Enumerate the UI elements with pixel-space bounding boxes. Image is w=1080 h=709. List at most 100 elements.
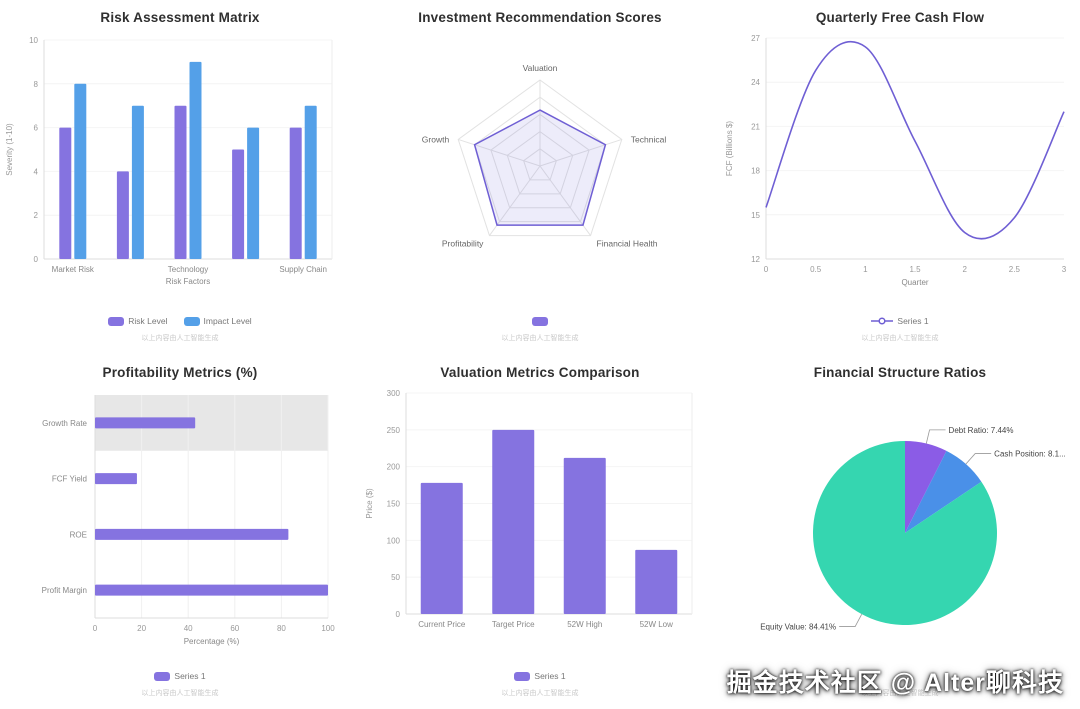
free-cash-flow-legend: Series 1 <box>871 313 929 329</box>
svg-text:1.5: 1.5 <box>909 265 921 274</box>
svg-text:6: 6 <box>34 124 39 133</box>
legend-item[interactable]: Series 1 <box>154 671 206 681</box>
chart-cell-profitability-metrics: Profitability Metrics (%) 0 20 40 60 80 100 Gr… <box>0 355 360 709</box>
svg-text:Quarter: Quarter <box>901 278 928 287</box>
valuation-metrics-legend: Series 1 <box>514 668 566 684</box>
svg-text:50: 50 <box>391 573 400 582</box>
svg-text:0: 0 <box>764 265 769 274</box>
svg-text:4: 4 <box>34 167 39 176</box>
svg-text:80: 80 <box>277 624 286 633</box>
svg-text:52W Low: 52W Low <box>640 620 674 629</box>
svg-text:8: 8 <box>34 80 39 89</box>
svg-text:100: 100 <box>387 536 401 545</box>
legend-swatch <box>532 316 548 326</box>
svg-text:Technology: Technology <box>168 265 208 274</box>
chart-title-financial-structure: Financial Structure Ratios <box>813 365 987 380</box>
svg-text:0: 0 <box>396 610 401 619</box>
chart-cell-financial-structure: Financial Structure Ratios Debt Ratio: 7… <box>720 355 1080 709</box>
svg-text:Target Price: Target Price <box>492 620 535 629</box>
svg-text:ROE: ROE <box>70 530 87 539</box>
svg-text:Risk Factors: Risk Factors <box>166 277 210 286</box>
legend-item[interactable]: Impact Level <box>183 316 252 326</box>
svg-text:0: 0 <box>34 255 39 264</box>
svg-text:Severity (1-10): Severity (1-10) <box>5 123 14 176</box>
ai-caption: 以上内容由人工智能生成 <box>501 335 579 342</box>
svg-text:Market Risk: Market Risk <box>52 265 95 274</box>
svg-text:Current Price: Current Price <box>418 620 466 629</box>
investment-scores-radar-chart[interactable]: Valuation Technical Financial Health Profit… <box>360 28 720 313</box>
valuation-metrics-chart[interactable]: 0 50 100 150 200 250 300 Current Price Target Pr… <box>360 383 720 668</box>
watermark: 掘金技术社区 @ Alter聊科技 <box>726 669 1064 697</box>
svg-text:60: 60 <box>230 624 239 633</box>
legend-swatch <box>108 316 125 326</box>
legend-item[interactable]: Series 1 <box>871 316 929 326</box>
legend-label: Risk Level <box>128 316 168 326</box>
chart-cell-investment-scores: Investment Recommendation Scores Valuati… <box>360 0 720 355</box>
svg-text:20: 20 <box>137 624 146 633</box>
svg-text:Debt Ratio: 7.44%: Debt Ratio: 7.44% <box>949 426 1014 435</box>
investment-scores-legend <box>532 313 548 329</box>
svg-text:Technical: Technical <box>631 134 667 144</box>
chart-title-valuation-metrics: Valuation Metrics Comparison <box>440 365 640 380</box>
svg-text:Profit Margin: Profit Margin <box>42 586 87 595</box>
svg-text:18: 18 <box>751 167 760 176</box>
svg-text:Growth: Growth <box>422 134 450 144</box>
legend-item[interactable] <box>532 316 548 326</box>
chart-cell-valuation-metrics: Valuation Metrics Comparison 0 50 100 150 20… <box>360 355 720 709</box>
ai-caption: 以上内容由人工智能生成 <box>861 690 939 697</box>
svg-text:40: 40 <box>184 624 193 633</box>
svg-text:200: 200 <box>387 463 401 472</box>
svg-text:52W High: 52W High <box>567 620 602 629</box>
svg-text:150: 150 <box>387 500 401 509</box>
profitability-metrics-legend: Series 1 <box>154 668 206 684</box>
financial-structure-pie-chart[interactable]: Debt Ratio: 7.44% Cash Position: 8.1... Eq… <box>720 383 1080 668</box>
svg-text:FCF Yield: FCF Yield <box>52 475 87 484</box>
svg-text:Cash Position: 8.1...: Cash Position: 8.1... <box>994 450 1066 459</box>
svg-text:Profitability: Profitability <box>442 239 484 249</box>
legend-item[interactable]: Risk Level <box>108 316 168 326</box>
svg-text:FCF (Billions $): FCF (Billions $) <box>725 121 734 176</box>
svg-text:Percentage (%): Percentage (%) <box>184 637 240 646</box>
ai-caption: 以上内容由人工智能生成 <box>141 335 219 342</box>
legend-label: Impact Level <box>203 316 252 326</box>
svg-text:0.5: 0.5 <box>810 265 822 274</box>
svg-text:Financial Health: Financial Health <box>597 239 658 249</box>
chart-title-investment-scores: Investment Recommendation Scores <box>418 10 662 25</box>
svg-text:Supply Chain: Supply Chain <box>279 265 327 274</box>
risk-assessment-legend: Risk Level Impact Level <box>108 313 252 329</box>
ai-caption: 以上内容由人工智能生成 <box>141 690 219 697</box>
ai-caption: 以上内容由人工智能生成 <box>501 690 579 697</box>
svg-text:10: 10 <box>29 36 38 45</box>
svg-text:2: 2 <box>962 265 967 274</box>
legend-line-marker <box>871 317 894 325</box>
svg-text:2: 2 <box>34 211 39 220</box>
risk-assessment-chart[interactable]: 0 2 4 6 8 10 Market Risk Technology Supply Chain… <box>0 28 360 313</box>
legend-swatch <box>183 316 200 326</box>
legend-label: Series 1 <box>174 671 206 681</box>
legend-swatch <box>514 671 531 681</box>
profitability-metrics-chart[interactable]: 0 20 40 60 80 100 Growth Rate FCF Yield ROE Profi… <box>0 383 360 668</box>
svg-text:1: 1 <box>863 265 868 274</box>
svg-text:Valuation: Valuation <box>523 63 558 73</box>
svg-text:0: 0 <box>93 624 98 633</box>
svg-text:21: 21 <box>751 122 760 131</box>
chart-cell-free-cash-flow: Quarterly Free Cash Flow 12 15 18 21 24 27 0 0.… <box>720 0 1080 355</box>
legend-label: Series 1 <box>897 316 929 326</box>
legend-item[interactable]: Series 1 <box>514 671 566 681</box>
svg-text:3: 3 <box>1062 265 1067 274</box>
svg-text:Growth Rate: Growth Rate <box>42 419 87 428</box>
svg-text:12: 12 <box>751 255 760 264</box>
legend-label: Series 1 <box>534 671 566 681</box>
legend-swatch <box>154 671 171 681</box>
svg-text:300: 300 <box>387 389 401 398</box>
svg-text:15: 15 <box>751 211 760 220</box>
chart-title-free-cash-flow: Quarterly Free Cash Flow <box>815 10 985 25</box>
svg-text:27: 27 <box>751 34 760 43</box>
chart-cell-risk-assessment: Risk Assessment Matrix 0 2 4 6 8 10 Market Ris… <box>0 0 360 355</box>
svg-text:2.5: 2.5 <box>1009 265 1021 274</box>
svg-text:Price ($): Price ($) <box>365 488 374 519</box>
svg-text:100: 100 <box>321 624 335 633</box>
free-cash-flow-line-chart[interactable]: 12 15 18 21 24 27 0 0.5 1 1.5 2 2.5 3 Quarter FCF (Bil… <box>720 28 1080 313</box>
ai-caption: 以上内容由人工智能生成 <box>861 335 939 342</box>
